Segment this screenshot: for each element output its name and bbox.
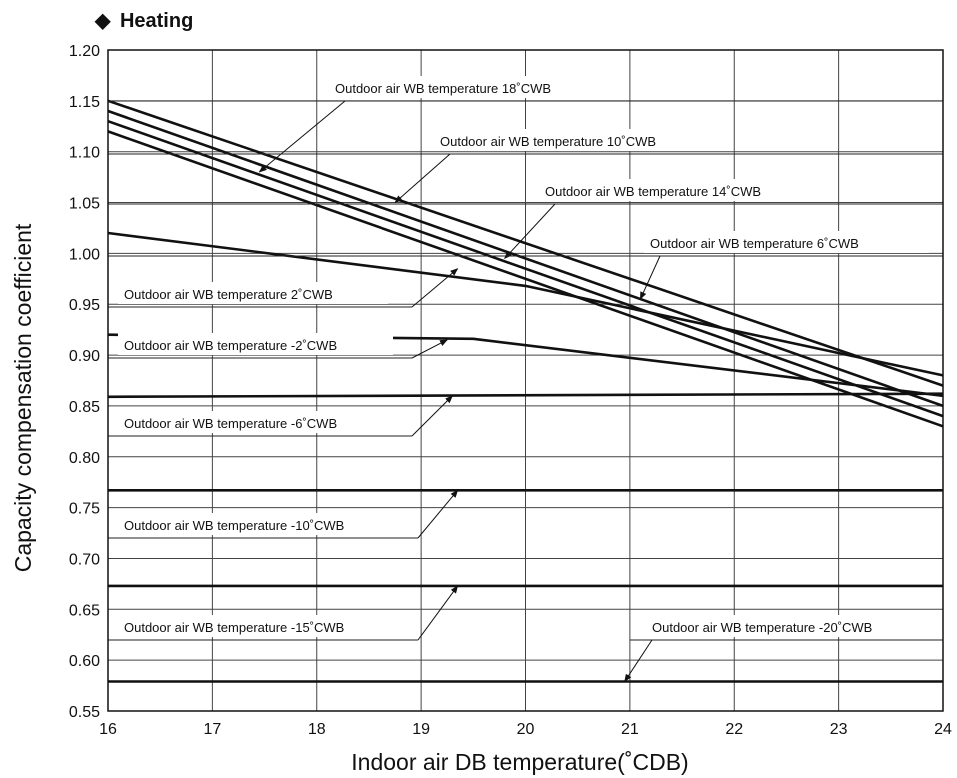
annotation-label: Outdoor air WB temperature 6˚CWB bbox=[650, 236, 859, 251]
y-axis-title: Capacity compensation coefficient bbox=[10, 223, 36, 572]
series-annotation: Outdoor air WB temperature -15˚CWB bbox=[108, 585, 459, 641]
annotation-arrow bbox=[417, 585, 459, 641]
chart-title: ◆ Heating bbox=[94, 10, 193, 32]
series-annotation: Outdoor air WB temperature 6˚CWB bbox=[108, 231, 943, 300]
series-annotation: Outdoor air WB temperature 2˚CWB bbox=[108, 268, 459, 308]
series-group bbox=[107, 99, 944, 683]
annotation-background bbox=[118, 411, 393, 433]
x-tick-label: 18 bbox=[308, 721, 326, 738]
annotation-label: Outdoor air WB temperature -6˚CWB bbox=[124, 416, 337, 431]
annotation-background bbox=[434, 129, 724, 151]
plot-frame bbox=[107, 49, 944, 712]
y-tick-label: 1.20 bbox=[69, 43, 100, 60]
annotation-background bbox=[329, 76, 611, 98]
annotation-background bbox=[539, 179, 834, 201]
y-tick-label: 0.55 bbox=[69, 704, 100, 721]
y-tick-label: 1.05 bbox=[69, 196, 100, 213]
annotation-label: Outdoor air WB temperature -10˚CWB bbox=[124, 518, 344, 533]
x-tick-label: 17 bbox=[203, 721, 221, 738]
annotation-label: Outdoor air WB temperature 2˚CWB bbox=[124, 287, 333, 302]
series-annotation: Outdoor air WB temperature -6˚CWB bbox=[108, 395, 454, 437]
annotation-arrow bbox=[504, 203, 556, 260]
annotation-background bbox=[118, 513, 403, 535]
series-line bbox=[107, 392, 944, 399]
annotation-label: Outdoor air WB temperature -15˚CWB bbox=[124, 620, 344, 635]
y-tick-label: 1.00 bbox=[69, 246, 100, 263]
annotation-label: Outdoor air WB temperature 10˚CWB bbox=[440, 134, 656, 149]
annotation-group: Outdoor air WB temperature 18˚CWB Outdoor… bbox=[108, 76, 943, 683]
annotation-label: Outdoor air WB temperature 18˚CWB bbox=[335, 81, 551, 96]
series-annotation: Outdoor air WB temperature 14˚CWB bbox=[108, 179, 943, 260]
x-tick-label: 21 bbox=[621, 721, 639, 738]
annotation-arrow bbox=[417, 489, 459, 539]
y-tick-label: 1.10 bbox=[69, 145, 100, 162]
annotation-background bbox=[118, 615, 403, 637]
annotation-background bbox=[118, 282, 388, 304]
y-tick-label: 0.60 bbox=[69, 653, 100, 670]
series-annotation: Outdoor air WB temperature -20˚CWB bbox=[624, 615, 943, 683]
series-line bbox=[107, 231, 944, 377]
series-annotation: Outdoor air WB temperature -2˚CWB bbox=[108, 333, 448, 359]
annotation-label: Outdoor air WB temperature 14˚CWB bbox=[545, 184, 761, 199]
annotation-arrow bbox=[411, 268, 459, 308]
x-tick-label: 16 bbox=[99, 721, 117, 738]
series-annotation: Outdoor air WB temperature 10˚CWB bbox=[108, 129, 943, 204]
y-tick-label: 0.70 bbox=[69, 551, 100, 568]
annotation-arrow bbox=[639, 255, 661, 300]
series-line bbox=[107, 130, 944, 428]
series-line bbox=[107, 119, 944, 418]
x-tick-label: 19 bbox=[412, 721, 430, 738]
x-tick-labels: 16 17 18 19 20 21 22 23 24 bbox=[99, 721, 952, 738]
y-tick-label: 0.85 bbox=[69, 399, 100, 416]
y-tick-label: 0.90 bbox=[69, 348, 100, 365]
y-tick-label: 0.65 bbox=[69, 602, 100, 619]
annotation-arrow bbox=[624, 639, 653, 683]
y-tick-label: 0.95 bbox=[69, 297, 100, 314]
y-tick-label: 1.15 bbox=[69, 94, 100, 111]
annotation-arrow bbox=[258, 100, 346, 173]
x-tick-label: 24 bbox=[934, 721, 952, 738]
x-tick-label: 20 bbox=[517, 721, 535, 738]
annotation-background bbox=[646, 615, 933, 637]
title-text: Heating bbox=[120, 10, 193, 32]
y-tick-label: 0.75 bbox=[69, 501, 100, 518]
x-tick-label: 23 bbox=[830, 721, 848, 738]
x-axis-title: Indoor air DB temperature(˚CDB) bbox=[351, 749, 688, 775]
series-line bbox=[107, 109, 944, 408]
series-annotation: Outdoor air WB temperature 18˚CWB bbox=[108, 76, 943, 173]
annotation-background bbox=[118, 333, 393, 355]
x-tick-label: 22 bbox=[725, 721, 743, 738]
annotation-label: Outdoor air WB temperature -20˚CWB bbox=[652, 620, 872, 635]
title-diamond-icon: ◆ bbox=[94, 10, 111, 32]
annotation-arrow bbox=[411, 339, 448, 359]
annotation-background bbox=[644, 231, 929, 253]
annotation-arrow bbox=[394, 153, 451, 204]
annotation-arrow bbox=[411, 395, 454, 437]
series-annotation: Outdoor air WB temperature -10˚CWB bbox=[108, 489, 459, 539]
annotation-label: Outdoor air WB temperature -2˚CWB bbox=[124, 338, 337, 353]
series-line bbox=[107, 99, 944, 387]
y-tick-labels: 0.55 0.60 0.65 0.70 0.75 0.80 0.85 0.90 0.95 1.00… bbox=[69, 43, 100, 721]
y-tick-label: 0.80 bbox=[69, 450, 100, 467]
